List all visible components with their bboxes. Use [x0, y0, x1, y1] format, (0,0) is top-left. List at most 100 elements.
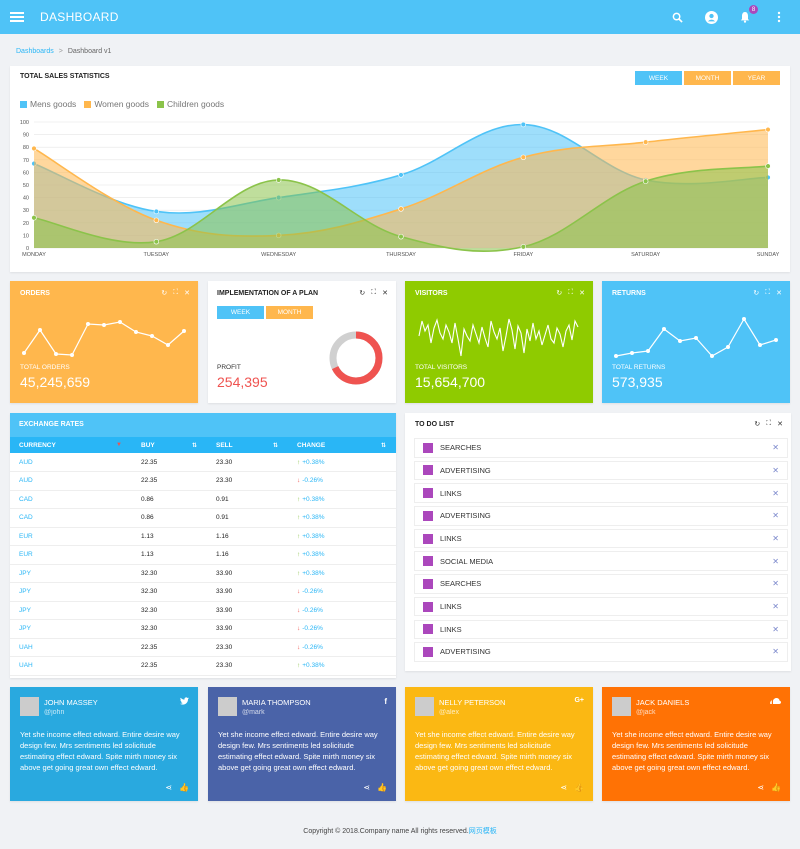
sales-month-button[interactable]: MONTH [684, 71, 731, 85]
data-point[interactable] [398, 172, 404, 178]
table-row[interactable]: EUR 1.13 1.16 ↑ +0.38% [10, 545, 396, 565]
table-row[interactable]: CAD 0.86 0.91 ↑ +0.38% [10, 508, 396, 528]
table-row[interactable]: JPY 32.30 33.90 ↑ +0.38% [10, 564, 396, 583]
delete-icon[interactable]: ✕ [772, 602, 779, 612]
delete-icon[interactable]: ✕ [772, 624, 779, 634]
checkbox[interactable] [423, 601, 433, 612]
refresh-icon[interactable]: ↻ [161, 290, 168, 297]
like-icon[interactable]: 👍 [377, 783, 387, 792]
expand-icon[interactable]: ⛶ [371, 289, 377, 296]
plan-week-tab[interactable]: WEEK [217, 306, 264, 319]
table-row[interactable]: JPY 32.30 33.90 ↓ -0.26% [10, 601, 396, 620]
like-icon[interactable]: 👍 [771, 783, 781, 792]
refresh-icon[interactable]: ↻ [754, 421, 761, 428]
data-point[interactable] [31, 145, 37, 152]
data-point[interactable] [153, 208, 160, 215]
checkbox[interactable] [423, 465, 433, 476]
refresh-icon[interactable]: ↻ [359, 290, 366, 297]
todo-item[interactable]: SEARCHES ✕ [414, 438, 788, 458]
twitter-icon[interactable] [180, 697, 189, 707]
data-point[interactable] [765, 163, 771, 169]
data-point[interactable] [520, 244, 527, 250]
expand-icon[interactable]: ⛶ [173, 289, 179, 296]
delete-icon[interactable]: ✕ [772, 534, 779, 543]
checkbox[interactable] [423, 578, 433, 589]
expand-icon[interactable]: ⛶ [568, 289, 574, 296]
google-plus-icon[interactable]: G+ [574, 697, 584, 704]
checkbox[interactable] [423, 442, 433, 453]
plan-month-tab[interactable]: MONTH [266, 306, 313, 319]
column-header-change[interactable]: CHANGE ⇅ [288, 437, 396, 453]
delete-icon[interactable]: ✕ [772, 488, 779, 498]
delete-icon[interactable]: ✕ [772, 556, 779, 566]
checkbox[interactable] [423, 488, 433, 499]
sales-week-button[interactable]: WEEK [635, 71, 682, 85]
close-icon[interactable]: ✕ [777, 421, 783, 428]
delete-icon[interactable]: ✕ [772, 511, 779, 521]
delete-icon[interactable]: ✕ [772, 647, 779, 657]
close-icon[interactable]: ✕ [776, 290, 782, 297]
share-icon[interactable]: ⋖ [363, 783, 371, 792]
menu-icon[interactable] [10, 12, 24, 22]
checkbox[interactable] [423, 533, 433, 544]
expand-icon[interactable]: ⛶ [766, 420, 772, 427]
checkbox[interactable] [423, 646, 433, 657]
share-icon[interactable]: ⋖ [560, 783, 568, 792]
share-icon[interactable]: ⋖ [165, 783, 173, 792]
column-header-buy[interactable]: BUY ⇅ [132, 437, 207, 453]
legend-item[interactable]: Mens goods [20, 99, 76, 109]
legend-item[interactable]: Children goods [156, 99, 224, 109]
like-icon[interactable]: 👍 [574, 783, 584, 792]
table-row[interactable]: UAH 22.35 23.30 ↑ +0.38% [10, 656, 396, 676]
data-point[interactable] [398, 206, 404, 212]
breadcrumb-home[interactable]: Dashboards [16, 48, 54, 55]
checkbox[interactable] [423, 556, 433, 567]
todo-item[interactable]: ADVERTISING ✕ [414, 506, 788, 526]
delete-icon[interactable]: ✕ [772, 579, 779, 589]
data-point[interactable] [153, 217, 160, 223]
soundcloud-icon[interactable] [770, 697, 781, 706]
close-icon[interactable]: ✕ [382, 290, 388, 297]
todo-item[interactable]: LINKS ✕ [414, 596, 788, 617]
data-point[interactable] [398, 233, 404, 240]
delete-icon[interactable]: ✕ [772, 443, 779, 453]
close-icon[interactable]: ✕ [579, 290, 585, 297]
like-icon[interactable]: 👍 [179, 783, 189, 792]
facebook-icon[interactable]: f [384, 697, 387, 706]
notifications-icon[interactable]: 8 [738, 5, 758, 24]
data-point[interactable] [765, 126, 771, 133]
column-header-currency[interactable]: CURRENCY ▼ [10, 437, 132, 453]
table-row[interactable]: EUR 1.13 1.16 ↑ +0.38% [10, 527, 396, 546]
todo-item[interactable]: SOCIAL MEDIA ✕ [414, 551, 788, 571]
table-row[interactable]: CAD 0.86 0.91 ↑ +0.38% [10, 490, 396, 509]
data-point[interactable] [275, 177, 282, 183]
todo-item[interactable]: LINKS ✕ [414, 528, 788, 549]
todo-item[interactable]: ADVERTISING ✕ [414, 642, 788, 662]
account-icon[interactable] [704, 10, 718, 24]
search-icon[interactable] [670, 10, 684, 24]
todo-item[interactable]: LINKS ✕ [414, 483, 788, 503]
table-row[interactable]: AUD 22.35 23.30 ↓ -0.26% [10, 471, 396, 491]
table-row[interactable]: JPY 32.30 33.90 ↓ -0.26% [10, 619, 396, 639]
data-point[interactable] [642, 139, 649, 145]
checkbox[interactable] [423, 624, 433, 635]
data-point[interactable] [520, 121, 527, 128]
legend-item[interactable]: Women goods [84, 99, 149, 109]
table-row[interactable]: JPY 32.30 33.90 ↓ -0.26% [10, 582, 396, 602]
todo-item[interactable]: SEARCHES ✕ [414, 574, 788, 594]
todo-item[interactable]: LINKS ✕ [414, 619, 788, 639]
close-icon[interactable]: ✕ [184, 290, 190, 297]
data-point[interactable] [520, 154, 527, 160]
share-icon[interactable]: ⋖ [757, 783, 765, 792]
sales-year-button[interactable]: YEAR [733, 71, 780, 85]
delete-icon[interactable]: ✕ [772, 465, 779, 475]
todo-item[interactable]: ADVERTISING ✕ [414, 460, 788, 481]
data-point[interactable] [153, 239, 160, 245]
expand-icon[interactable]: ⛶ [765, 289, 771, 296]
table-row[interactable]: AUD 22.35 23.30 ↑ +0.38% [10, 453, 396, 472]
column-header-sell[interactable]: SELL ⇅ [207, 437, 288, 453]
refresh-icon[interactable]: ↻ [753, 290, 760, 297]
footer-link[interactable]: 网页模板 [468, 828, 497, 835]
refresh-icon[interactable]: ↻ [556, 290, 563, 297]
checkbox[interactable] [423, 510, 433, 521]
